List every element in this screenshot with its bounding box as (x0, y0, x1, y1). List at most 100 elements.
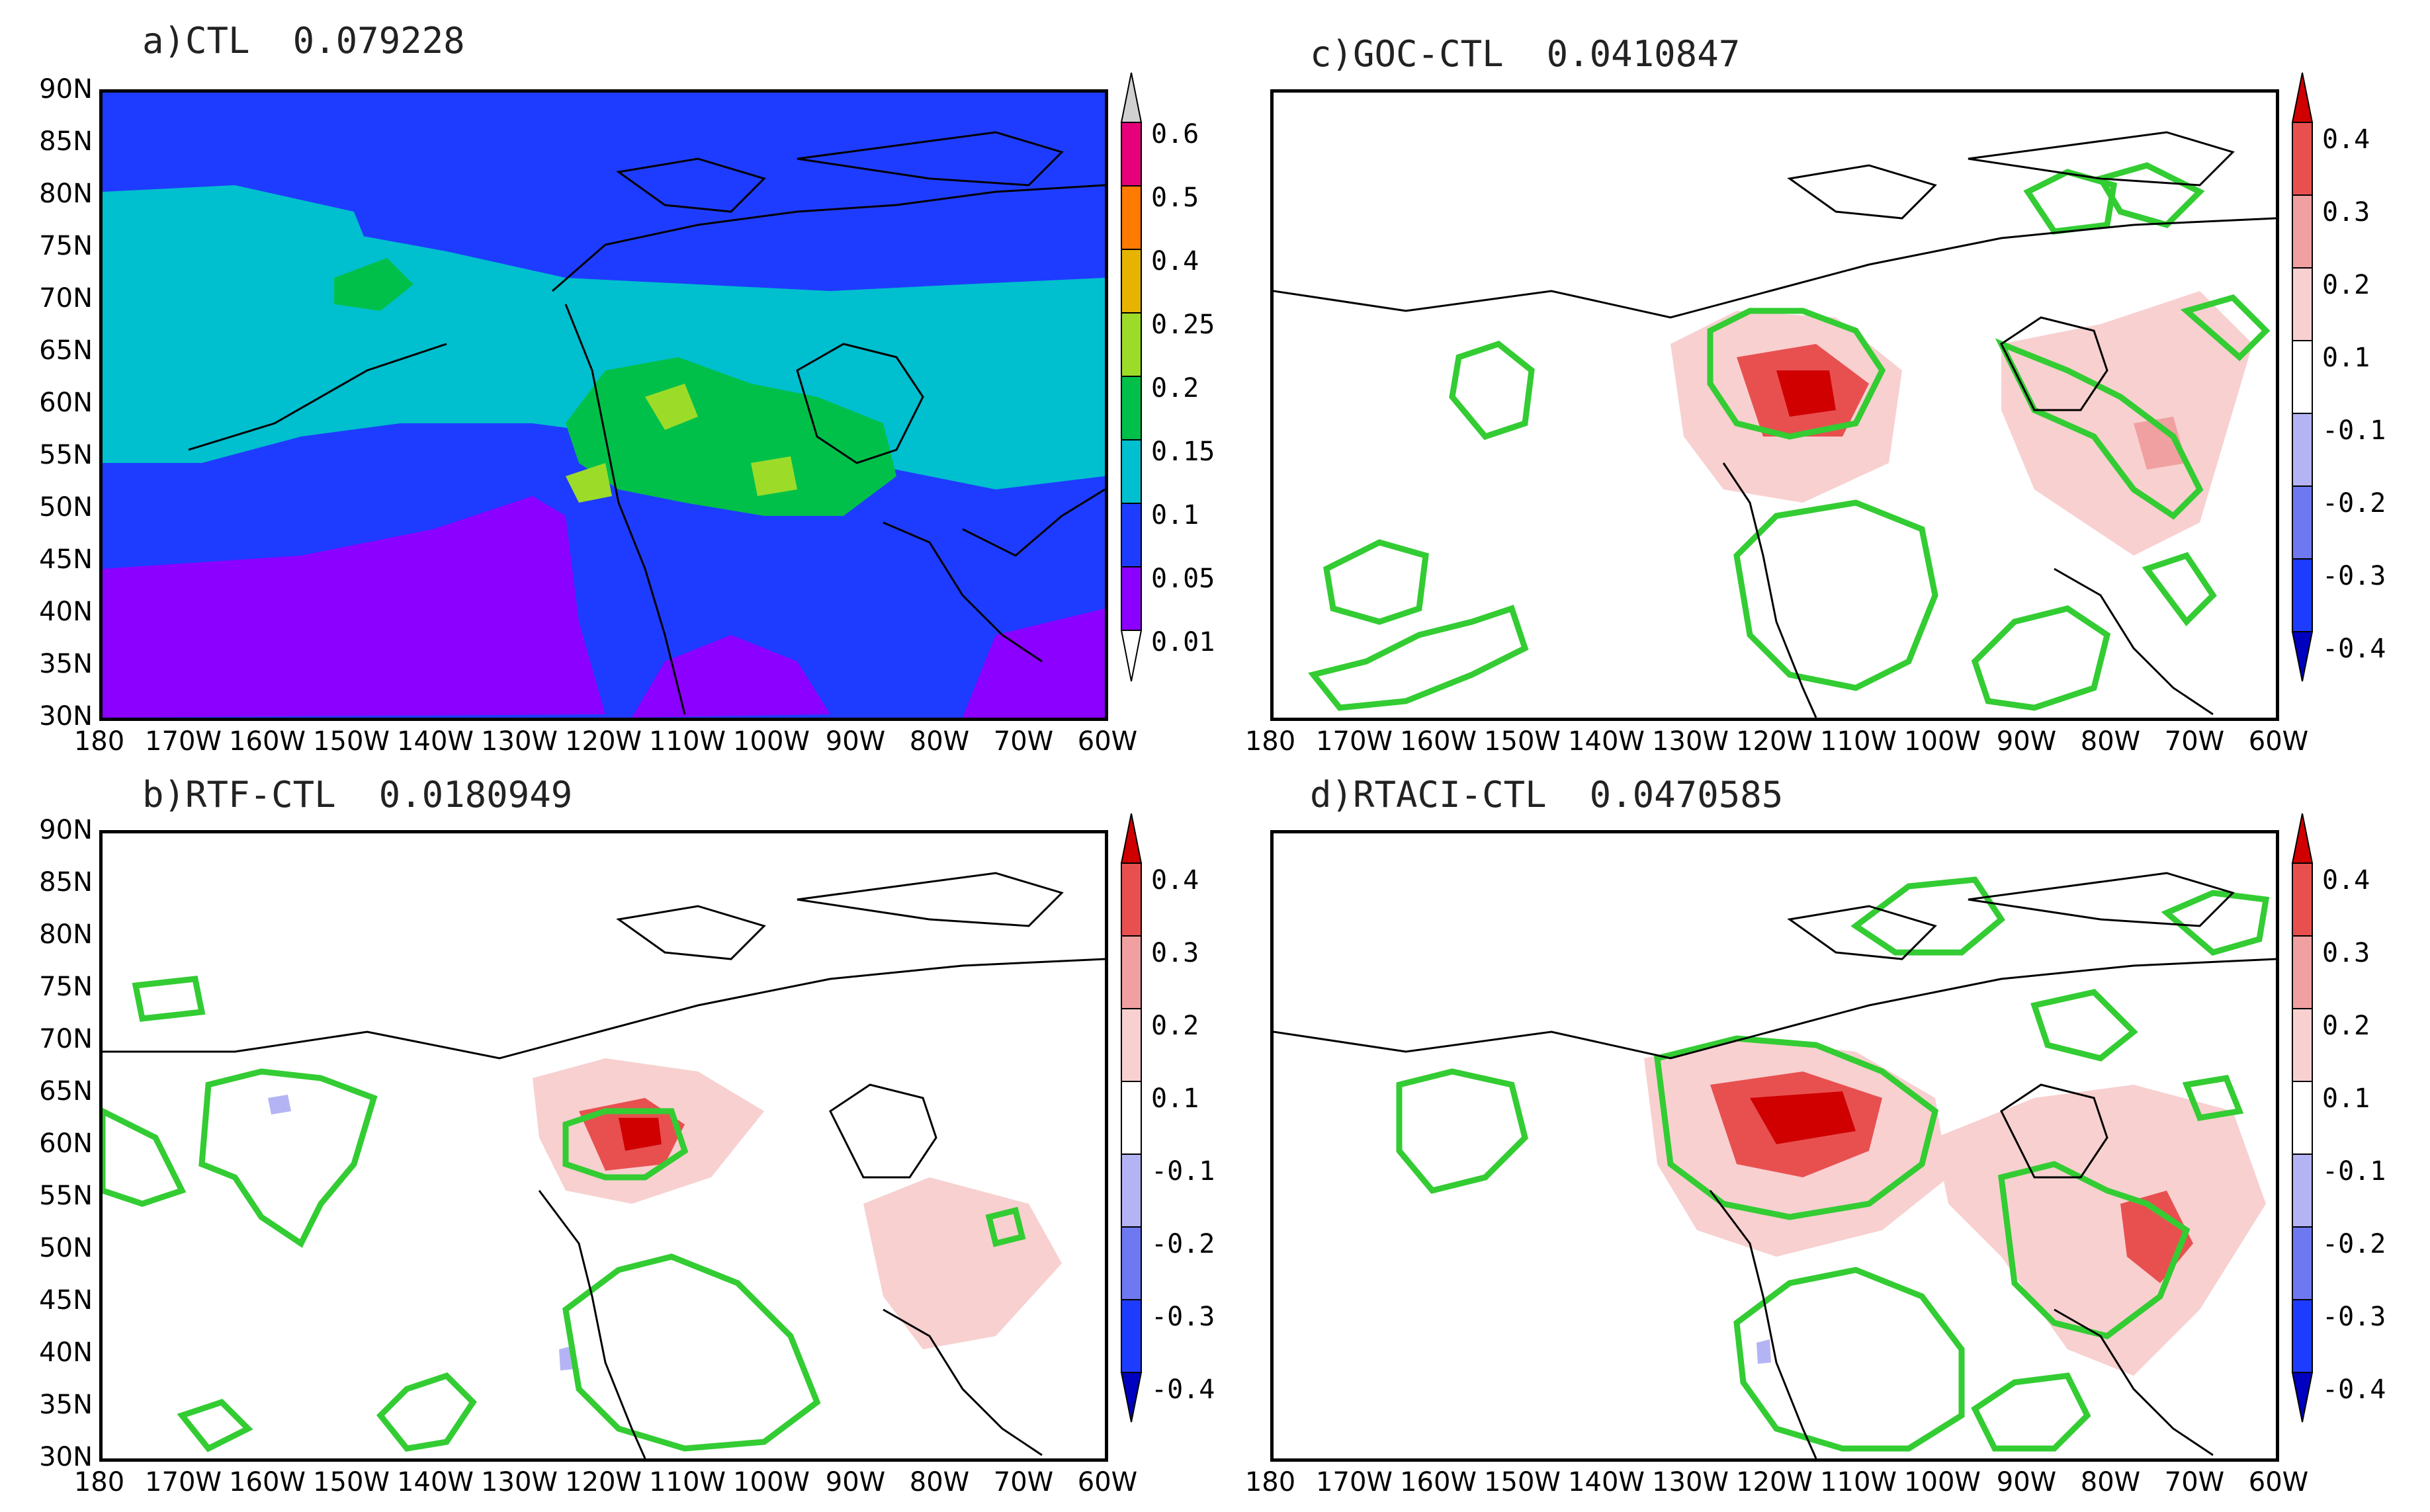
colorbar-label: -0.4 (2322, 634, 2386, 664)
colorbar-label: -0.1 (1151, 1156, 1215, 1187)
lat-tick-label: 70N (39, 283, 93, 314)
lon-tick-label: 110W (649, 1467, 726, 1497)
lat-tick-label: 30N (39, 701, 93, 732)
lon-tick-label: 170W (145, 726, 222, 757)
colorbar-label: 0.15 (1151, 437, 1215, 467)
lon-tick-label: 90W (825, 1467, 886, 1497)
lon-tick-label: 100W (1904, 1467, 1981, 1497)
colorbar-label: 0.2 (1151, 373, 1199, 403)
lat-tick-label: 35N (39, 1390, 93, 1420)
colorbar-label: -0.3 (2322, 1302, 2386, 1332)
lat-tick-label: 60N (39, 388, 93, 418)
lon-tick-label: 120W (1736, 726, 1813, 757)
panel-b: b)RTF-CTL 0.0180949 (0, 754, 1215, 1508)
colorbar-label: -0.1 (2322, 415, 2386, 446)
lon-tick-label: 150W (313, 1467, 390, 1497)
lat-tick-label: 85N (39, 126, 93, 157)
lat-tick-label: 65N (39, 335, 93, 366)
lon-tick-label: 160W (229, 726, 306, 757)
colorbar-label: 0.2 (2322, 1011, 2370, 1041)
lon-tick-label: 60W (1077, 1467, 1138, 1497)
colorbar-label: 0.1 (1151, 500, 1199, 530)
goc-diff-map (1274, 93, 2276, 718)
lon-tick-label: 120W (565, 1467, 642, 1497)
lon-tick-label: 80W (909, 1467, 970, 1497)
lat-tick-label: 75N (39, 972, 93, 1002)
lon-tick-label: 100W (1904, 726, 1981, 757)
lat-tick-label: 55N (39, 1181, 93, 1211)
lon-tick-label: 140W (397, 726, 474, 757)
lon-tick-label: 140W (1568, 1467, 1645, 1497)
map-area (99, 830, 1108, 1462)
lat-tick-label: 45N (39, 544, 93, 575)
colorbar-label: -0.2 (2322, 488, 2386, 519)
lon-tick-label: 90W (825, 726, 886, 757)
lon-tick-label: 180 (1244, 726, 1296, 757)
lat-tick-label: 80N (39, 179, 93, 209)
colorbar-label: 0.1 (1151, 1083, 1199, 1114)
lon-tick-label: 180 (1244, 1467, 1296, 1497)
colorbar-label: 0.5 (1151, 183, 1199, 213)
lat-tick-label: 35N (39, 649, 93, 679)
colorbar-label: -0.2 (2322, 1229, 2386, 1259)
colorbar-label: -0.3 (1151, 1302, 1215, 1332)
colorbar-label: 0.1 (2322, 1083, 2370, 1114)
lon-tick-label: 90W (1996, 1467, 2057, 1497)
colorbar-label: -0.3 (2322, 561, 2386, 591)
lon-tick-label: 160W (1400, 1467, 1477, 1497)
lat-tick-label: 90N (39, 815, 93, 845)
lon-tick-label: 160W (229, 1467, 306, 1497)
colorbar (2289, 810, 2316, 1425)
lon-tick-label: 110W (649, 726, 726, 757)
lon-tick-label: 170W (1316, 726, 1393, 757)
lat-tick-label: 65N (39, 1076, 93, 1107)
rtf-diff-map (103, 833, 1105, 1458)
colorbar-label: -0.4 (1151, 1374, 1215, 1405)
lat-tick-label: 50N (39, 492, 93, 523)
lat-tick-label: 70N (39, 1024, 93, 1054)
colorbar-label: 0.3 (2322, 938, 2370, 968)
panel-title: a)CTL 0.079228 (142, 20, 465, 62)
lon-tick-label: 110W (1820, 1467, 1897, 1497)
lon-tick-label: 140W (1568, 726, 1645, 757)
lon-tick-label: 180 (73, 726, 125, 757)
lat-tick-label: 80N (39, 919, 93, 950)
lat-tick-label: 55N (39, 440, 93, 470)
lat-tick-label: 40N (39, 597, 93, 627)
lon-tick-label: 120W (1736, 1467, 1813, 1497)
lat-tick-label: 75N (39, 231, 93, 261)
lon-tick-label: 80W (2080, 726, 2141, 757)
lon-tick-label: 150W (313, 726, 390, 757)
colorbar-label: -0.1 (2322, 1156, 2386, 1187)
map-area (1270, 89, 2279, 721)
lon-tick-label: 60W (2248, 726, 2309, 757)
panel-title: c)GOC-CTL 0.0410847 (1310, 33, 1741, 75)
colorbar-label: 0.2 (1151, 1011, 1199, 1041)
lon-tick-label: 110W (1820, 726, 1897, 757)
colorbar (1118, 69, 1145, 685)
colorbar-label: 0.3 (1151, 938, 1199, 968)
map-area (99, 89, 1108, 721)
lat-tick-label: 30N (39, 1442, 93, 1472)
colorbar-label: -0.4 (2322, 1374, 2386, 1405)
colorbar-label: 0.01 (1151, 627, 1215, 657)
lat-tick-label: 60N (39, 1128, 93, 1159)
lon-tick-label: 150W (1484, 1467, 1561, 1497)
lon-tick-label: 90W (1996, 726, 2057, 757)
lon-tick-label: 130W (481, 1467, 558, 1497)
lat-tick-label: 40N (39, 1337, 93, 1368)
lon-tick-label: 70W (2164, 1467, 2225, 1497)
panel-a: a)CTL 0.079228 (0, 0, 1215, 757)
lat-tick-label: 45N (39, 1285, 93, 1316)
colorbar-label: 0.4 (2322, 124, 2370, 155)
lon-tick-label: 70W (993, 1467, 1054, 1497)
lon-tick-label: 170W (1316, 1467, 1393, 1497)
colorbar-label: 0.1 (2322, 343, 2370, 373)
lon-tick-label: 150W (1484, 726, 1561, 757)
lat-tick-label: 50N (39, 1233, 93, 1263)
map-area (1270, 830, 2279, 1462)
lon-tick-label: 60W (1077, 726, 1138, 757)
lon-tick-label: 120W (565, 726, 642, 757)
panel-title: b)RTF-CTL 0.0180949 (142, 774, 573, 816)
colorbar-label: 0.4 (1151, 246, 1199, 276)
